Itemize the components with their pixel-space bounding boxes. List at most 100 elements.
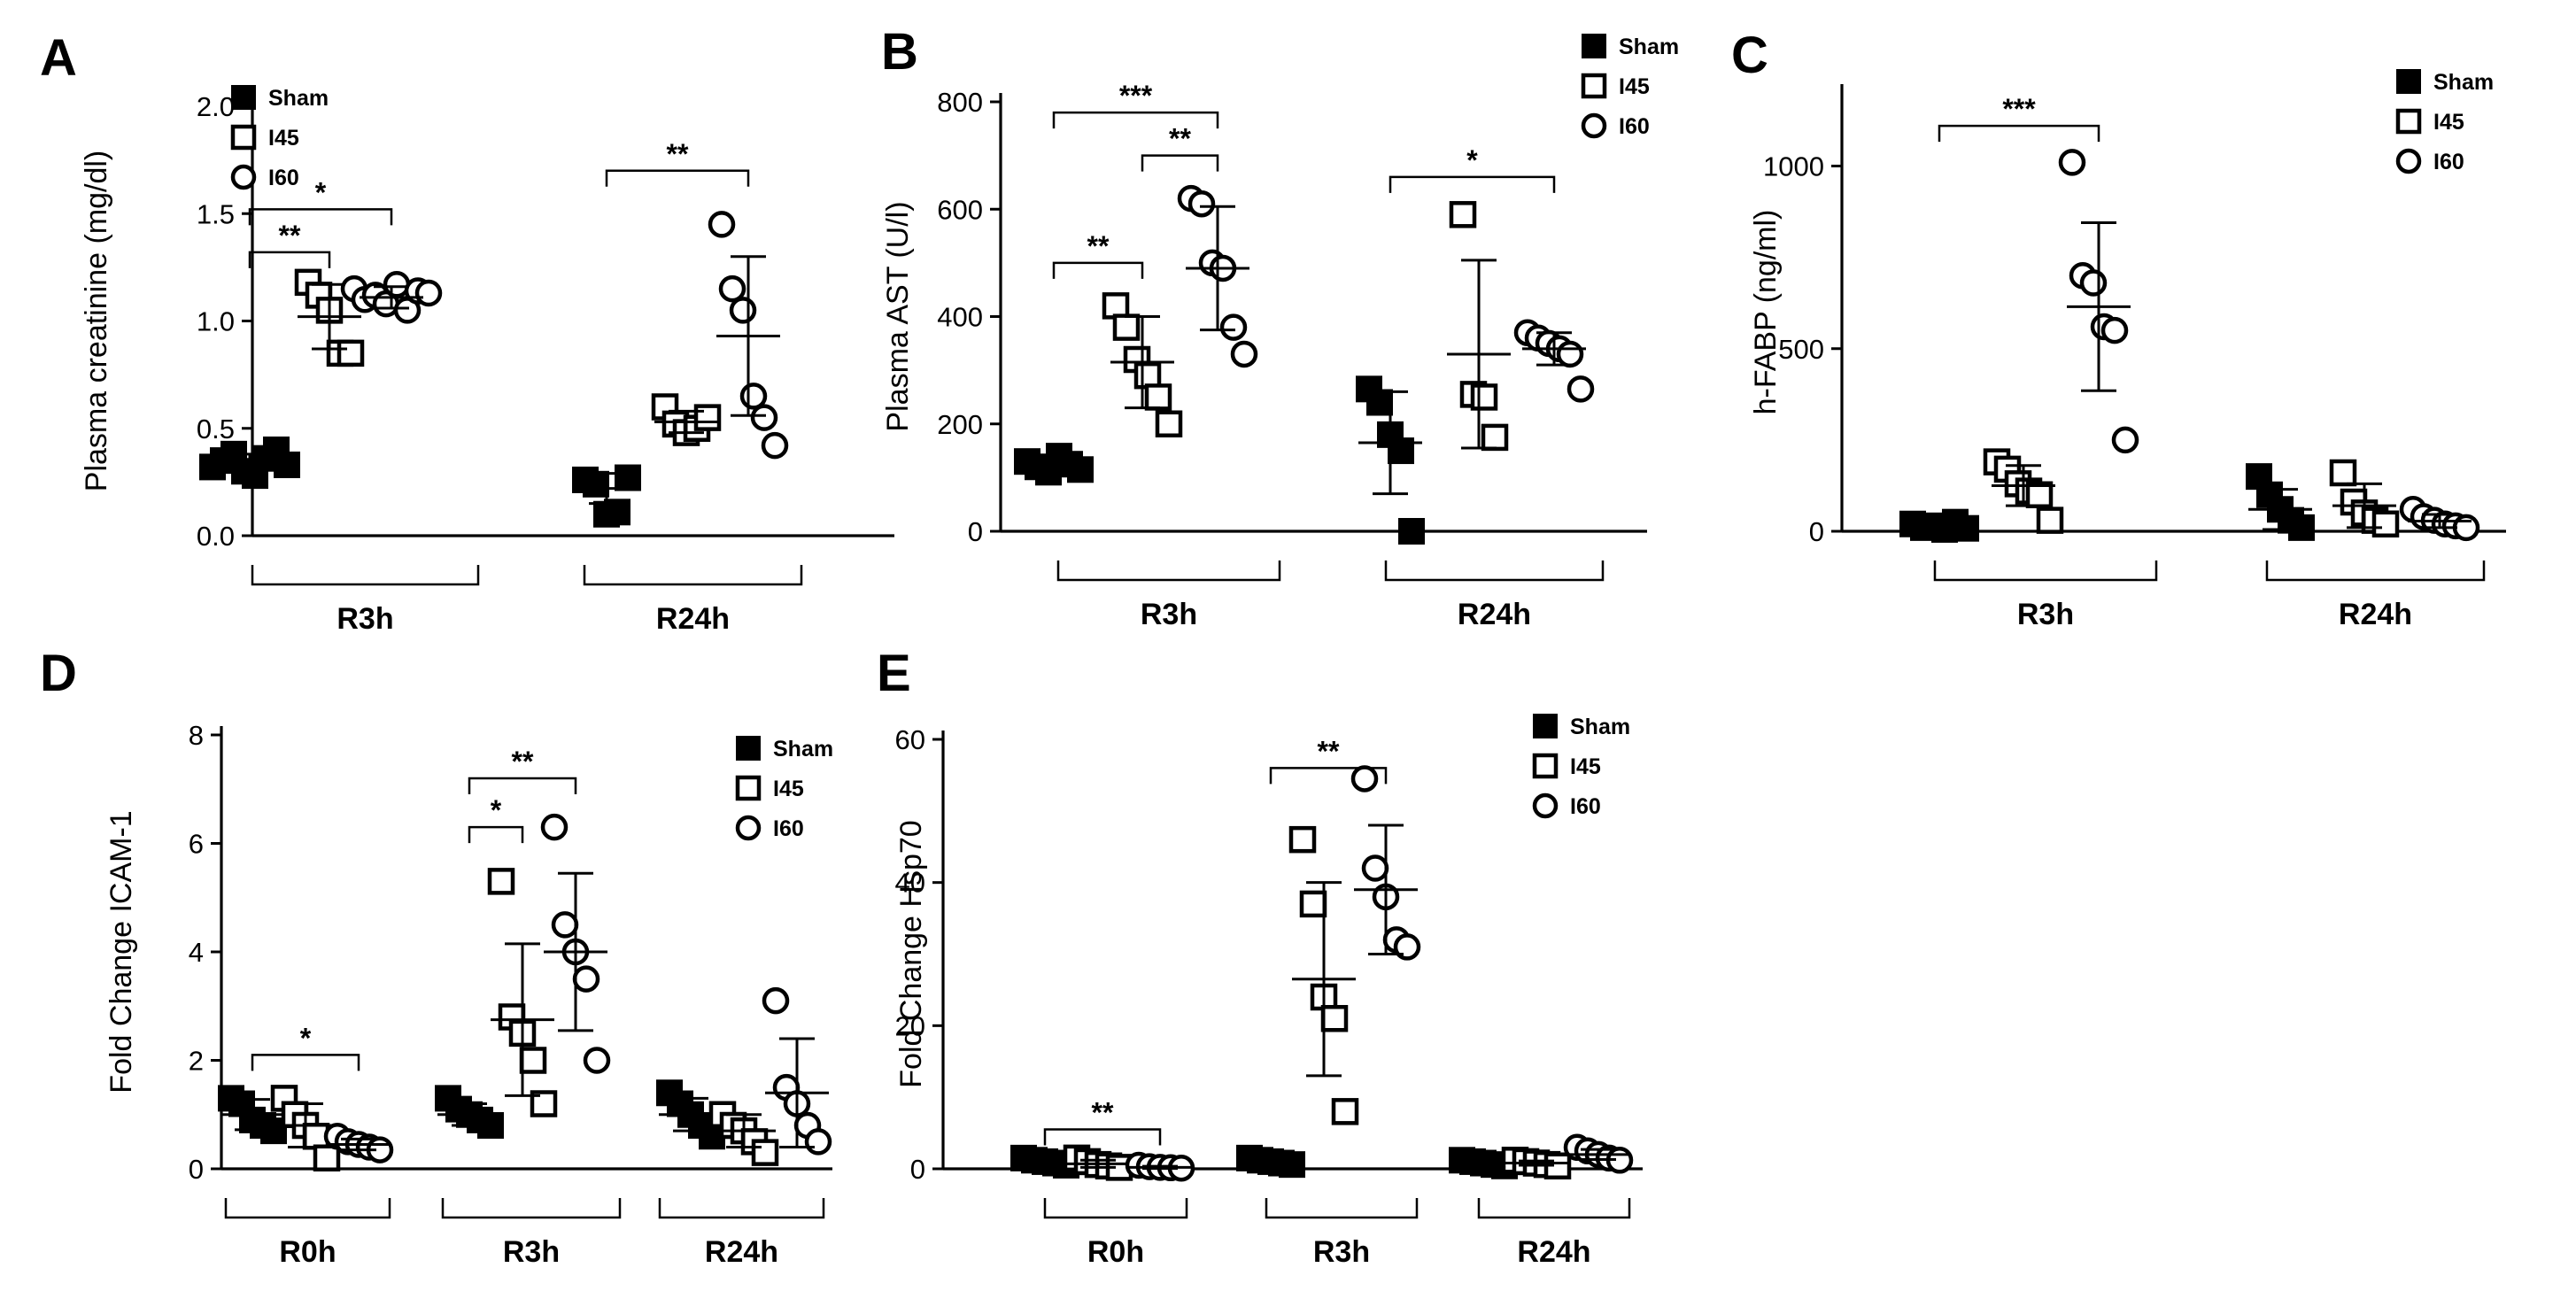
legend-label: Sham — [268, 86, 329, 111]
y-tick-label: 1000 — [1763, 151, 1824, 182]
y-tick-label: 6 — [189, 829, 204, 860]
y-tick-label: 4 — [189, 937, 204, 968]
data-point — [1288, 825, 1317, 854]
significance-bracket — [605, 169, 750, 187]
group-label: R3h — [1141, 598, 1197, 631]
series-r24h-i60 — [708, 211, 789, 460]
data-point — [2025, 481, 2054, 508]
data-point — [761, 431, 789, 460]
data-point — [1187, 189, 1216, 218]
data-point — [540, 813, 569, 841]
y-tick-label: 200 — [937, 409, 983, 440]
data-point — [583, 470, 609, 498]
y-tick-label: 500 — [1778, 334, 1824, 365]
y-tick-label: 60 — [895, 724, 925, 755]
y-tick-label: 1.0 — [197, 306, 235, 337]
legend-marker — [1581, 73, 1607, 99]
data-point — [2079, 269, 2108, 297]
y-axis-label: Plasma creatinine (mg/dl) — [80, 151, 113, 491]
group-label: R3h — [337, 602, 393, 636]
data-point — [530, 1090, 558, 1117]
data-point — [274, 451, 300, 478]
y-tick-label: 0 — [1809, 516, 1824, 547]
group-label: R0h — [1087, 1235, 1144, 1269]
data-point — [751, 1139, 779, 1166]
series-r3h-i60 — [340, 271, 443, 324]
data-point — [1320, 1005, 1349, 1032]
data-point — [1481, 423, 1509, 452]
data-point — [1350, 765, 1379, 792]
data-point — [551, 911, 579, 939]
series-r0h-i60 — [1125, 1151, 1195, 1182]
legend-marker — [2395, 108, 2422, 135]
data-point — [1102, 292, 1130, 320]
data-point — [1953, 514, 1979, 542]
data-point — [313, 1144, 341, 1171]
data-point — [487, 868, 515, 895]
series-r24h-i60 — [2399, 496, 2480, 542]
data-point — [762, 986, 790, 1015]
significance-label: * — [300, 1022, 312, 1054]
significance-bracket — [1389, 175, 1556, 193]
group-label: R0h — [279, 1235, 336, 1269]
series-r0h-i60 — [323, 1123, 394, 1163]
data-point — [1393, 933, 1421, 961]
data-point — [1366, 389, 1393, 416]
data-point — [718, 274, 746, 303]
panel-label: B — [881, 23, 918, 81]
series-r3h-sham — [435, 1085, 504, 1139]
significance-label: ** — [667, 138, 689, 170]
panel-a: A 0.0 0.5 1.0 1.5 2.0 Plasma creatinine (mg/dl… — [40, 29, 894, 636]
series-r3h-sham — [199, 437, 300, 490]
legend-label: I45 — [1570, 754, 1601, 779]
y-tick-label: 8 — [189, 720, 204, 751]
significance-bracket — [248, 251, 331, 268]
y-tick-label: 20 — [895, 1010, 925, 1041]
series-r3h-i60 — [540, 813, 611, 1074]
significance-label: * — [1466, 144, 1478, 176]
series-r0h-i45 — [1063, 1144, 1133, 1181]
legend-label: I45 — [2433, 110, 2464, 135]
series-r0h-i45 — [270, 1085, 341, 1171]
significance-label: ** — [1087, 230, 1110, 262]
significance-label: ** — [512, 746, 534, 777]
data-point — [739, 383, 768, 410]
panel-label: A — [40, 29, 77, 87]
legend-marker — [230, 124, 257, 151]
data-point — [2329, 459, 2357, 487]
y-tick-label: 1.5 — [197, 198, 235, 229]
y-tick-label: 0 — [189, 1154, 204, 1185]
legend-label: I45 — [268, 126, 299, 151]
y-tick-label: 2.0 — [197, 91, 235, 122]
data-point — [1361, 854, 1389, 882]
legend-label: I60 — [268, 166, 299, 190]
group-label: R24h — [2339, 598, 2412, 631]
group-bracket — [1933, 560, 2158, 582]
data-point — [1230, 340, 1258, 368]
panel-label: C — [1731, 27, 1768, 84]
group-bracket — [2265, 560, 2486, 582]
panel-c: C 0 500 1000 h-FABP (ng/ml) R3h R24h *** Sham I45… — [1731, 27, 2506, 631]
series-r3h-sham — [1236, 1144, 1305, 1179]
y-tick-label: 2 — [189, 1046, 204, 1077]
data-point — [615, 464, 641, 491]
legend-marker — [2396, 69, 2421, 94]
data-point — [2111, 426, 2139, 454]
series-r3h-i45 — [294, 268, 365, 367]
y-tick-label: 0.5 — [197, 414, 235, 445]
significance-bracket — [251, 1054, 360, 1071]
significance-bracket — [1141, 154, 1219, 172]
data-point — [1449, 201, 1477, 228]
group-bracket — [441, 1198, 622, 1219]
data-point — [1398, 518, 1425, 545]
series-r24h-sham — [1356, 375, 1425, 545]
legend-marker — [1532, 753, 1559, 779]
significance-label: *** — [1119, 80, 1153, 112]
series-r24h-i45 — [1447, 201, 1511, 452]
group-bracket — [1477, 1198, 1631, 1219]
legend-marker — [736, 736, 761, 761]
data-point — [1112, 313, 1141, 341]
group-bracket — [658, 1198, 825, 1219]
data-point — [2452, 514, 2480, 542]
